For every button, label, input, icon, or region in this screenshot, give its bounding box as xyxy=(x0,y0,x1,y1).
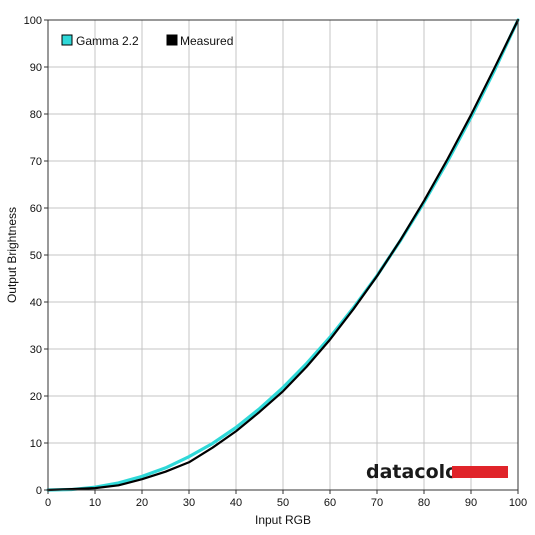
y-tick-label: 40 xyxy=(30,297,42,309)
x-axis-ticks: 0 10 20 30 40 50 60 70 80 90 100 xyxy=(45,490,527,509)
y-tick-label: 30 xyxy=(30,344,42,356)
x-tick-label: 100 xyxy=(509,497,527,509)
y-axis-label: Output Brightness xyxy=(5,207,19,303)
y-tick-label: 10 xyxy=(30,438,42,450)
y-tick-label: 90 xyxy=(30,62,42,74)
y-tick-label: 0 xyxy=(36,485,42,497)
x-tick-label: 40 xyxy=(230,497,242,509)
x-tick-label: 30 xyxy=(183,497,195,509)
y-tick-label: 80 xyxy=(30,109,42,121)
legend-item-gamma: Gamma 2.2 xyxy=(61,34,139,48)
legend-swatch-gamma xyxy=(61,34,73,46)
y-axis-ticks: 0 10 20 30 40 50 60 70 80 90 100 xyxy=(24,15,48,497)
x-tick-label: 70 xyxy=(371,497,383,509)
legend-label-gamma: Gamma 2.2 xyxy=(76,34,139,48)
series-line-measured xyxy=(46,18,520,492)
legend-item-measured: Measured xyxy=(166,34,233,48)
series-layer xyxy=(46,18,520,492)
datacolor-logo-text: datacolor xyxy=(366,461,468,483)
x-tick-label: 50 xyxy=(277,497,289,509)
y-tick-label: 50 xyxy=(30,250,42,262)
legend-swatch-measured xyxy=(166,34,178,46)
x-tick-label: 20 xyxy=(136,497,148,509)
y-tick-label: 60 xyxy=(30,203,42,215)
x-tick-label: 10 xyxy=(89,497,101,509)
x-tick-label: 0 xyxy=(45,497,51,509)
y-tick-label: 100 xyxy=(24,15,42,27)
x-axis-label: Input RGB xyxy=(255,513,311,527)
x-tick-label: 90 xyxy=(465,497,477,509)
legend: Gamma 2.2 Measured xyxy=(61,34,233,48)
datacolor-logo-bar xyxy=(452,466,508,478)
x-tick-label: 60 xyxy=(324,497,336,509)
y-tick-label: 20 xyxy=(30,391,42,403)
y-tick-label: 70 xyxy=(30,156,42,168)
datacolor-logo: datacolor xyxy=(366,461,508,483)
legend-label-measured: Measured xyxy=(180,34,233,48)
x-tick-label: 80 xyxy=(418,497,430,509)
